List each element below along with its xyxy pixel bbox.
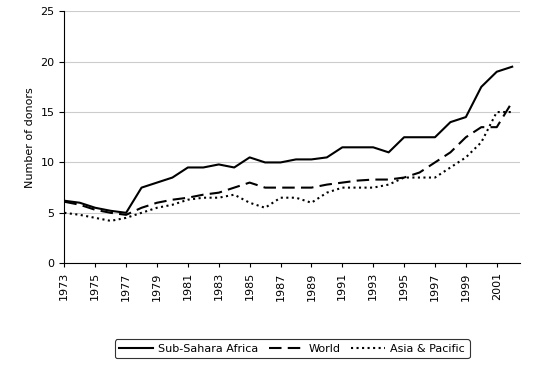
World	[123, 212, 129, 217]
Asia & Pacific	[185, 197, 191, 202]
Asia & Pacific	[262, 206, 269, 210]
Sub-Sahara Africa	[77, 200, 83, 205]
World	[432, 160, 438, 165]
Asia & Pacific	[77, 212, 83, 217]
Sub-Sahara Africa	[107, 209, 114, 213]
Asia & Pacific	[324, 190, 330, 195]
Asia & Pacific	[447, 165, 453, 170]
Asia & Pacific	[401, 175, 407, 180]
World	[494, 125, 500, 129]
World	[277, 185, 284, 190]
Sub-Sahara Africa	[308, 157, 315, 162]
Asia & Pacific	[478, 140, 485, 144]
Legend: Sub-Sahara Africa, World, Asia & Pacific: Sub-Sahara Africa, World, Asia & Pacific	[115, 339, 470, 358]
Asia & Pacific	[200, 196, 206, 200]
Sub-Sahara Africa	[200, 165, 206, 170]
Asia & Pacific	[123, 215, 129, 220]
Sub-Sahara Africa	[432, 135, 438, 139]
World	[385, 177, 392, 182]
Sub-Sahara Africa	[494, 70, 500, 74]
Asia & Pacific	[247, 200, 253, 205]
Asia & Pacific	[107, 218, 114, 223]
Sub-Sahara Africa	[247, 155, 253, 160]
Asia & Pacific	[432, 175, 438, 180]
World	[447, 150, 453, 155]
World	[77, 203, 83, 207]
Line: Sub-Sahara Africa: Sub-Sahara Africa	[64, 67, 512, 213]
World	[169, 197, 176, 202]
Sub-Sahara Africa	[478, 85, 485, 89]
Asia & Pacific	[277, 196, 284, 200]
Sub-Sahara Africa	[370, 145, 376, 150]
Sub-Sahara Africa	[401, 135, 407, 139]
Asia & Pacific	[293, 196, 299, 200]
Asia & Pacific	[169, 203, 176, 207]
Y-axis label: Number of donors: Number of donors	[25, 87, 35, 188]
World	[92, 208, 99, 212]
Asia & Pacific	[61, 211, 68, 215]
World	[308, 185, 315, 190]
Line: Asia & Pacific: Asia & Pacific	[64, 112, 512, 221]
Sub-Sahara Africa	[61, 199, 68, 203]
World	[262, 185, 269, 190]
Sub-Sahara Africa	[385, 150, 392, 155]
World	[463, 135, 469, 139]
Sub-Sahara Africa	[169, 175, 176, 180]
Asia & Pacific	[92, 215, 99, 220]
Asia & Pacific	[385, 182, 392, 187]
World	[61, 200, 68, 204]
Asia & Pacific	[154, 206, 160, 210]
Asia & Pacific	[138, 211, 145, 215]
World	[293, 185, 299, 190]
Sub-Sahara Africa	[354, 145, 361, 150]
World	[401, 175, 407, 180]
Sub-Sahara Africa	[447, 120, 453, 124]
Sub-Sahara Africa	[339, 145, 346, 150]
Asia & Pacific	[231, 193, 237, 197]
Sub-Sahara Africa	[293, 157, 299, 162]
Sub-Sahara Africa	[215, 162, 222, 167]
World	[185, 196, 191, 200]
World	[247, 180, 253, 185]
Sub-Sahara Africa	[138, 185, 145, 190]
Line: World: World	[64, 102, 512, 215]
World	[200, 193, 206, 197]
Asia & Pacific	[308, 200, 315, 205]
World	[154, 200, 160, 205]
World	[354, 178, 361, 183]
Asia & Pacific	[339, 185, 346, 190]
Sub-Sahara Africa	[154, 180, 160, 185]
World	[138, 206, 145, 210]
Asia & Pacific	[463, 155, 469, 160]
World	[370, 177, 376, 182]
Sub-Sahara Africa	[262, 160, 269, 165]
Sub-Sahara Africa	[509, 64, 516, 69]
Asia & Pacific	[354, 185, 361, 190]
World	[478, 125, 485, 129]
Asia & Pacific	[509, 110, 516, 114]
Sub-Sahara Africa	[324, 155, 330, 160]
World	[416, 170, 423, 175]
Asia & Pacific	[494, 110, 500, 114]
Sub-Sahara Africa	[123, 211, 129, 215]
World	[339, 180, 346, 185]
World	[509, 100, 516, 104]
World	[231, 185, 237, 190]
Sub-Sahara Africa	[185, 165, 191, 170]
Sub-Sahara Africa	[277, 160, 284, 165]
Sub-Sahara Africa	[416, 135, 423, 139]
Asia & Pacific	[215, 196, 222, 200]
World	[324, 182, 330, 187]
Sub-Sahara Africa	[231, 165, 237, 170]
Sub-Sahara Africa	[463, 115, 469, 119]
World	[107, 211, 114, 215]
Asia & Pacific	[370, 185, 376, 190]
Asia & Pacific	[416, 175, 423, 180]
World	[215, 190, 222, 195]
Sub-Sahara Africa	[92, 206, 99, 210]
